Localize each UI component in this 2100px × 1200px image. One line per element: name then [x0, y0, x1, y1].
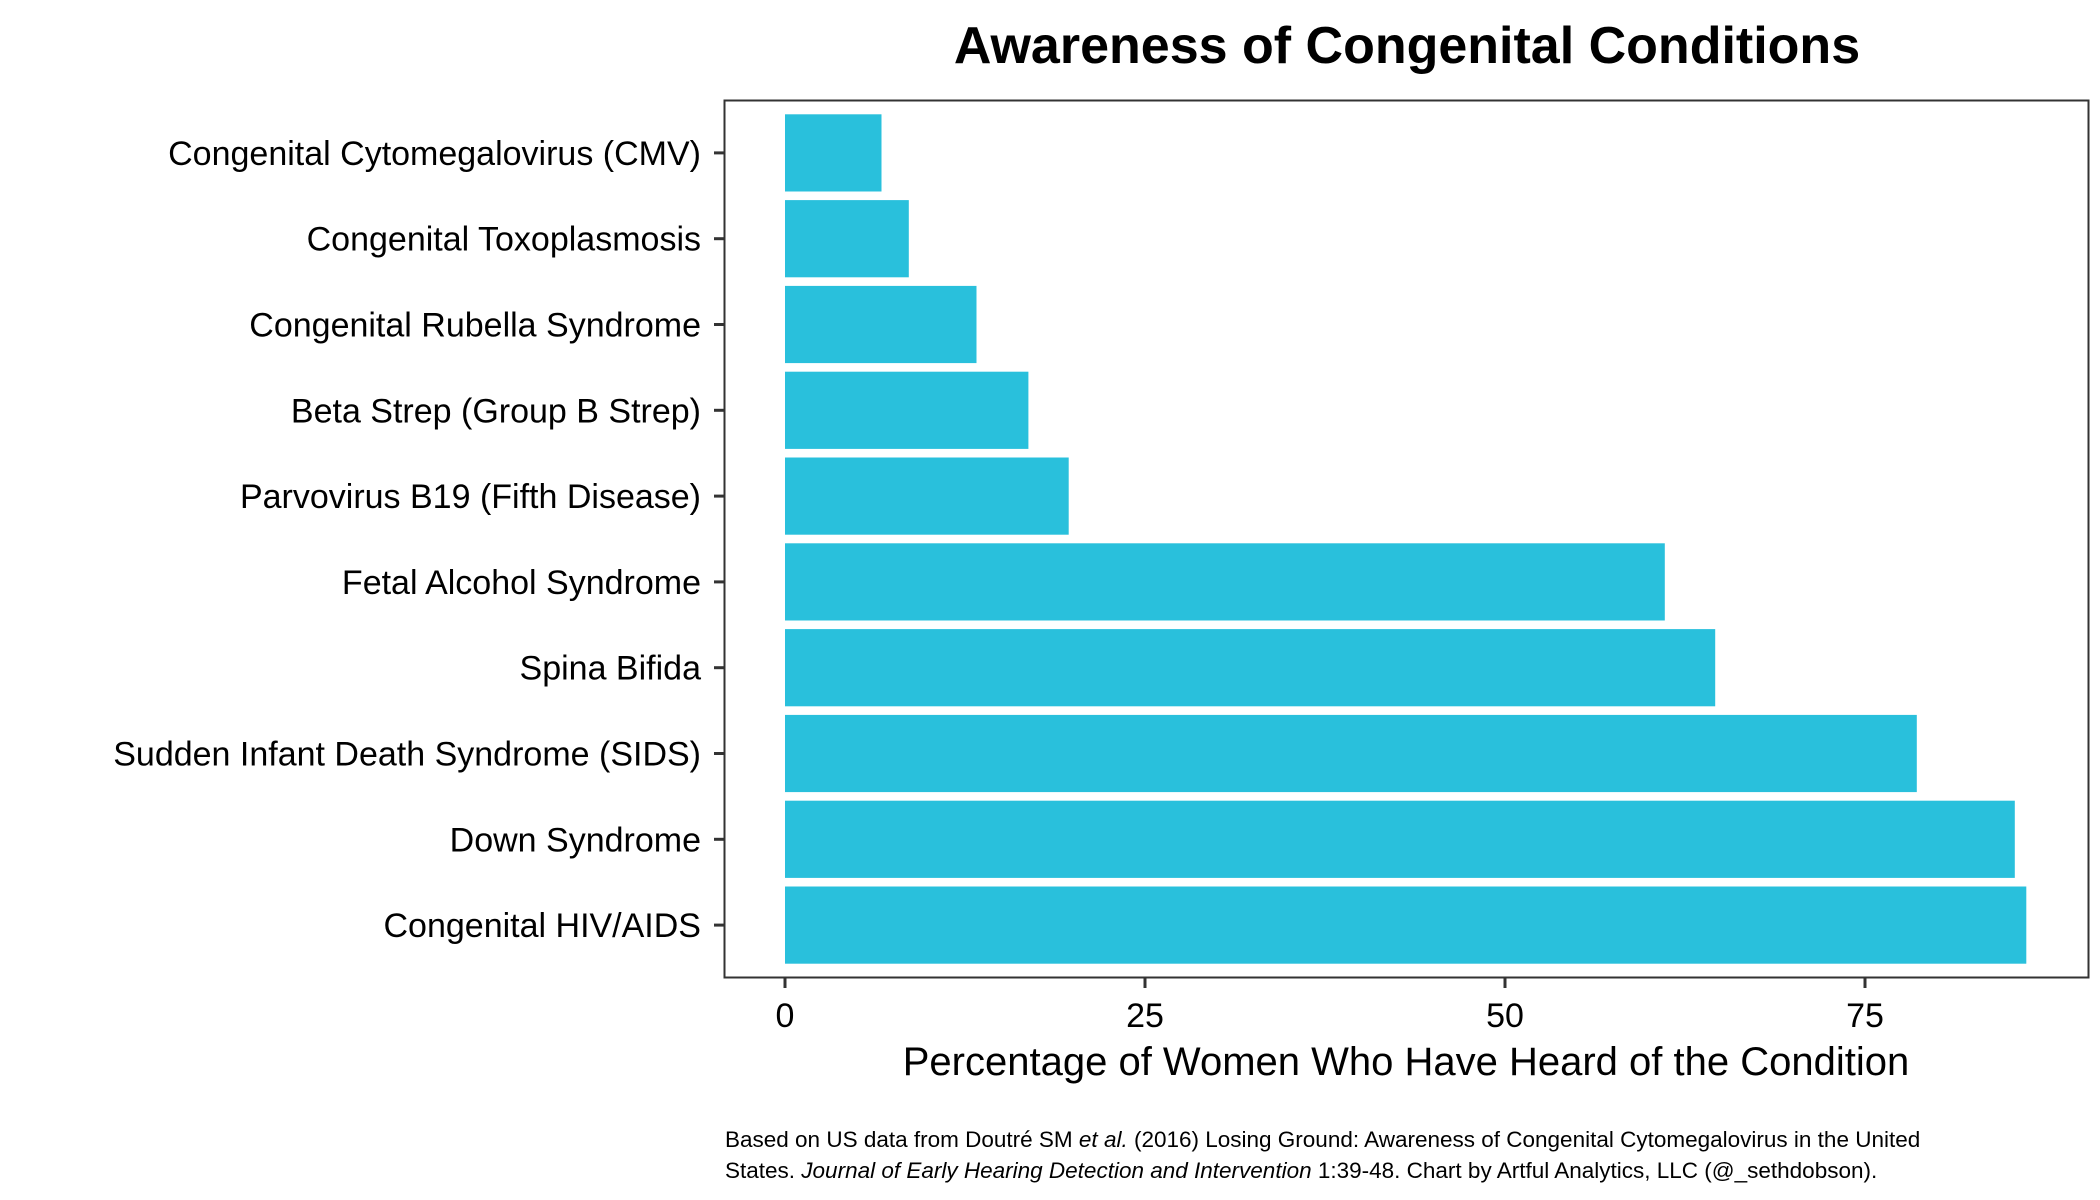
bar: [785, 543, 1665, 621]
bar: [785, 371, 1029, 449]
y-tick-label: Beta Strep (Group B Strep): [291, 392, 701, 430]
plot-panel-border: [723, 99, 2090, 979]
y-tick-label: Congenital Rubella Syndrome: [249, 307, 701, 345]
bar: [785, 629, 1716, 707]
bar: [785, 457, 1069, 535]
caption-text: (2016) Losing Ground: Awareness of Conge…: [1127, 1127, 1921, 1152]
y-tick-label: Down Syndrome: [450, 821, 701, 859]
x-tick-label: 25: [1126, 997, 1164, 1035]
y-tick-label: Fetal Alcohol Syndrome: [342, 564, 701, 602]
x-tick-label: 75: [1846, 997, 1884, 1035]
y-tick-label: Congenital Toxoplasmosis: [307, 221, 701, 259]
x-tick-label: 0: [776, 997, 795, 1035]
y-tick-label: Sudden Infant Death Syndrome (SIDS): [113, 736, 701, 774]
caption-text: Based on US data from Doutré SM: [725, 1127, 1079, 1152]
caption-italic-text: et al.: [1078, 1127, 1128, 1152]
y-tick-label: Parvovirus B19 (Fifth Disease): [240, 478, 701, 516]
x-tick-label: 50: [1486, 997, 1524, 1035]
bar: [785, 285, 977, 364]
caption-line-2: States. Journal of Early Hearing Detecti…: [725, 1155, 2085, 1186]
caption-text: States.: [725, 1158, 802, 1183]
chart-caption: Based on US data from Doutré SM et al. (…: [725, 1124, 2085, 1186]
bar: [785, 200, 909, 278]
y-tick-label: Congenital HIV/AIDS: [384, 907, 702, 945]
bar: [785, 886, 2027, 964]
bar: [785, 714, 1917, 793]
y-tick-label: Spina Bifida: [520, 650, 702, 688]
bar: [785, 114, 882, 192]
x-axis-label: Percentage of Women Who Have Heard of th…: [903, 1040, 1909, 1084]
bar: [785, 800, 2015, 878]
caption-journal-name: Journal of Early Hearing Detection and I…: [801, 1158, 1312, 1183]
caption-text: 1:39-48. Chart by Artful Analytics, LLC …: [1311, 1158, 1878, 1183]
chart-title: Awareness of Congenital Conditions: [953, 17, 1861, 75]
caption-line-1: Based on US data from Doutré SM et al. (…: [725, 1124, 2085, 1155]
y-tick-label: Congenital Cytomegalovirus (CMV): [168, 135, 701, 173]
